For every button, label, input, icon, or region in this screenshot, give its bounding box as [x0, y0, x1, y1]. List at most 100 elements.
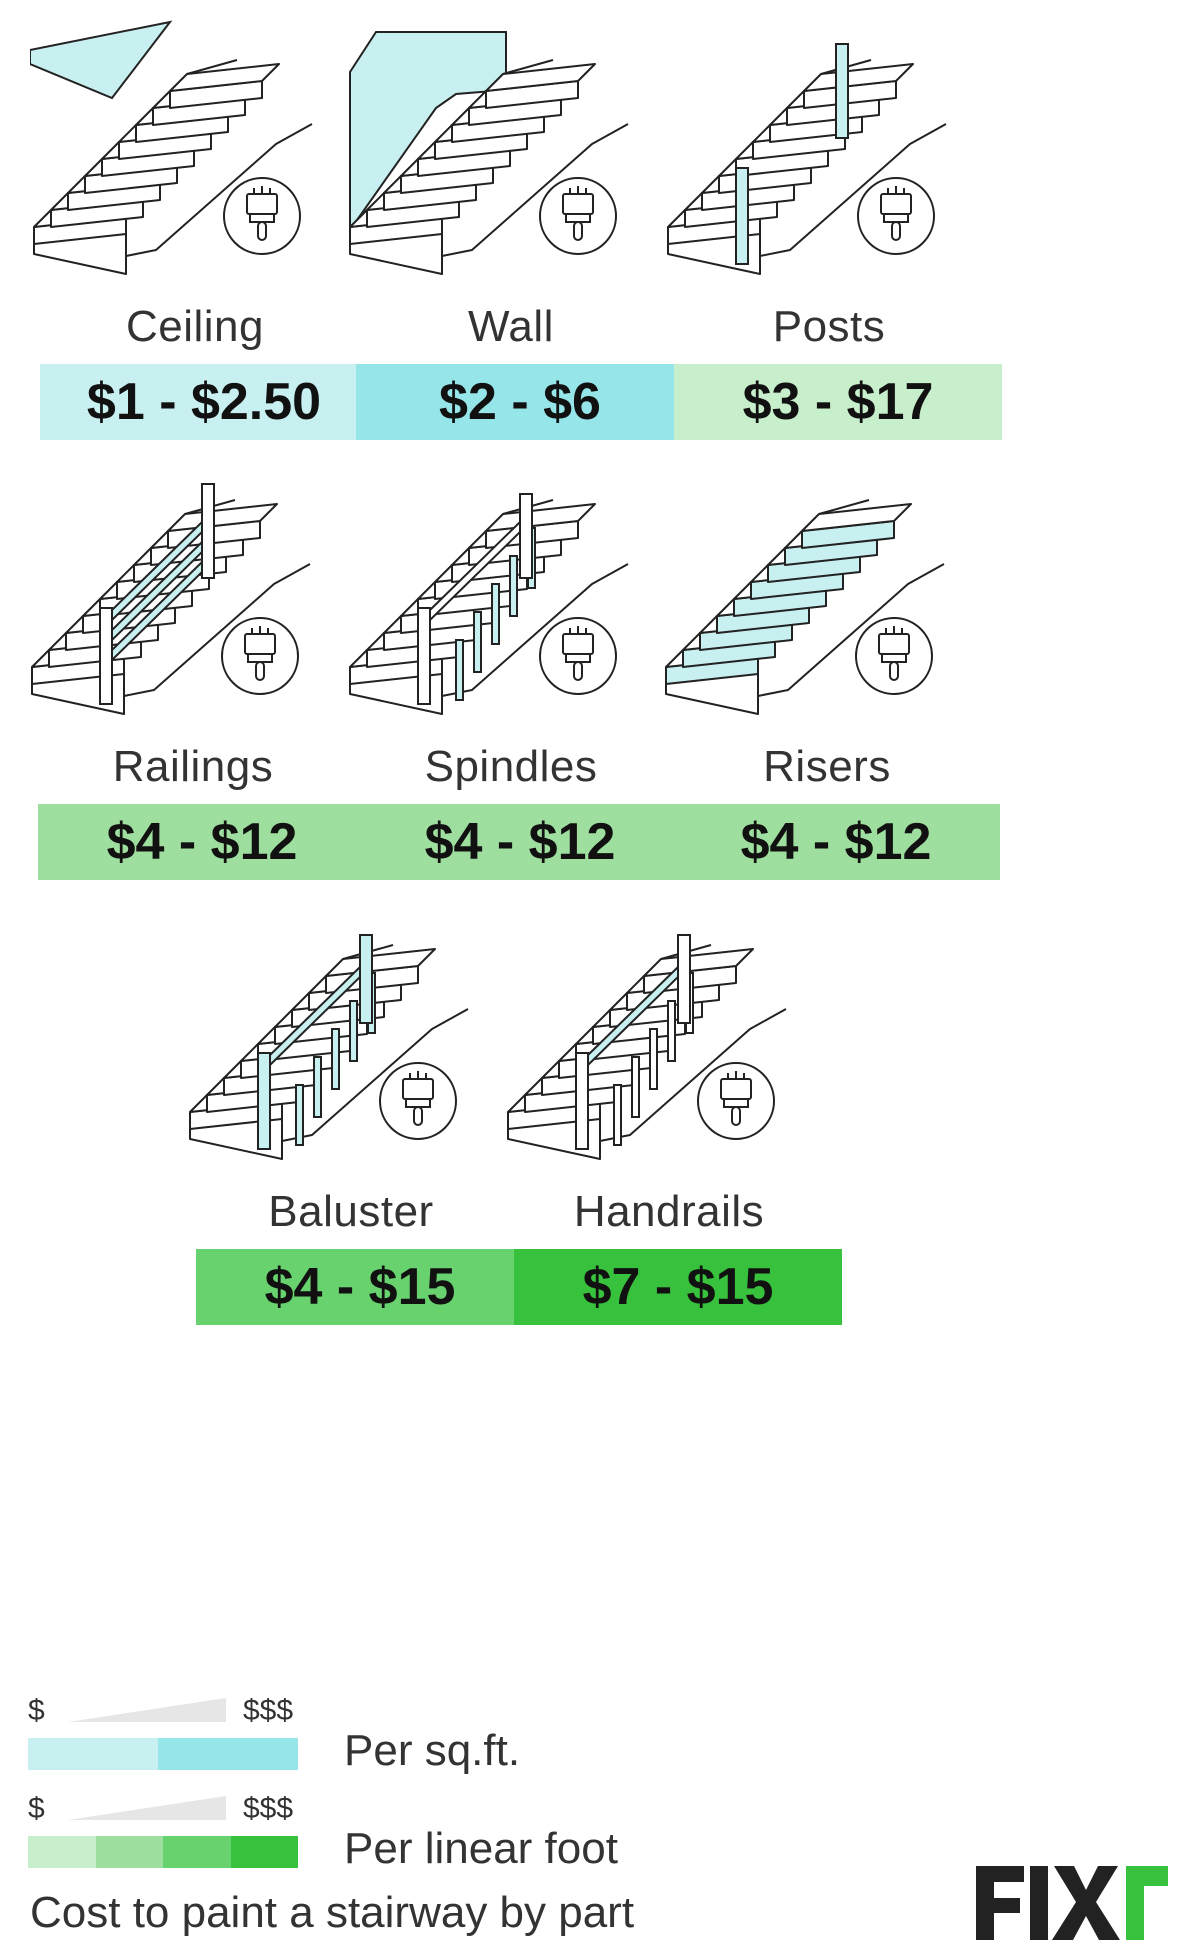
legend-scale-wedge	[68, 1698, 226, 1722]
legend-high-label: $$$	[243, 1792, 294, 1825]
spindle	[667, 1000, 676, 1062]
legend-linear-caption: Per linear foot	[344, 1824, 618, 1873]
spindle	[509, 555, 518, 617]
item-price: $4 - $12	[672, 804, 1000, 880]
staircase	[189, 944, 469, 1160]
legend-swatch	[28, 1836, 96, 1868]
staircase	[667, 59, 947, 275]
stair-base	[189, 1129, 283, 1160]
stair-stringer	[123, 563, 311, 697]
handrail	[111, 559, 203, 663]
stair-base	[665, 684, 759, 715]
spindle	[491, 583, 500, 645]
newel-post	[359, 934, 373, 1024]
paint-brush-icon	[697, 1062, 775, 1140]
newel-post	[99, 607, 113, 705]
paint-brush-icon	[221, 617, 299, 695]
stair-tread	[643, 948, 754, 977]
legend-high-label: $$$	[243, 1694, 294, 1727]
fixr-logo	[976, 1866, 1168, 1940]
paint-brush-icon	[855, 617, 933, 695]
newel-post	[417, 607, 431, 705]
handrail	[587, 964, 679, 1068]
stair-tread	[485, 63, 596, 92]
stair-stringer	[757, 563, 945, 697]
item-label: Spindles	[424, 742, 598, 791]
handrail	[111, 519, 203, 623]
landing-line	[818, 499, 870, 515]
stair-spindles-illustration	[349, 493, 629, 715]
stair-tread	[167, 503, 278, 532]
stair-tread	[485, 503, 596, 532]
newel-post	[575, 1052, 589, 1150]
stair-tread	[801, 503, 912, 532]
stair-stringer	[759, 123, 947, 257]
stair-base	[33, 244, 127, 275]
spindle	[349, 1000, 358, 1062]
legend-scale-wedge	[68, 1796, 226, 1820]
newel-post	[201, 483, 215, 579]
stair-stringer	[441, 123, 629, 257]
landing-line	[502, 59, 554, 75]
stair-base	[667, 244, 761, 275]
newel-post	[735, 167, 749, 265]
spindle	[331, 1028, 340, 1090]
stair-stringer	[599, 1008, 787, 1142]
handrail	[269, 964, 361, 1068]
item-price: $4 - $12	[38, 804, 366, 880]
spindle	[473, 611, 482, 673]
legend-sqft-caption: Per sq.ft.	[344, 1726, 521, 1775]
stair-tread	[325, 948, 436, 977]
item-label: Ceiling	[125, 302, 264, 351]
item-label: Posts	[772, 302, 886, 351]
legend-swatch	[163, 1836, 231, 1868]
item-price: $2 - $6	[356, 364, 684, 440]
legend-sqft-bar	[28, 1738, 298, 1770]
paint-brush-icon	[857, 177, 935, 255]
spindle	[313, 1056, 322, 1118]
item-price: $7 - $15	[514, 1249, 842, 1325]
stair-wall-illustration	[349, 31, 629, 275]
stair-posts-illustration	[667, 43, 947, 275]
paint-brush-icon	[539, 177, 617, 255]
stair-stringer	[125, 123, 313, 257]
legend-swatch	[28, 1738, 158, 1770]
item-price: $3 - $17	[674, 364, 1002, 440]
ceiling-highlight	[30, 20, 173, 100]
newel-post	[677, 934, 691, 1024]
item-price: $1 - $2.50	[40, 364, 368, 440]
handrail	[429, 519, 521, 623]
stair-tread	[169, 63, 280, 92]
stair-railings-illustration	[31, 483, 311, 715]
stair-base	[349, 244, 443, 275]
newel-post	[257, 1052, 271, 1150]
paint-brush-icon	[539, 617, 617, 695]
stair-stringer	[281, 1008, 469, 1142]
legend-swatch	[96, 1836, 163, 1868]
legend-swatch	[158, 1738, 298, 1770]
legend-linear-bar	[28, 1836, 298, 1868]
stair-risers-illustration	[665, 499, 945, 715]
landing-line	[186, 59, 238, 75]
page-title: Cost to paint a stairway by part	[30, 1888, 635, 1937]
item-price: $4 - $15	[196, 1249, 524, 1325]
handrail	[111, 539, 203, 643]
item-price: $4 - $12	[356, 804, 684, 880]
staircase	[31, 499, 311, 715]
staircase	[665, 499, 945, 715]
item-label: Handrails	[573, 1187, 765, 1236]
staircase	[33, 59, 313, 275]
item-label: Wall	[468, 302, 554, 351]
item-label: Baluster	[268, 1187, 434, 1236]
staircase	[349, 499, 629, 715]
stair-tread	[803, 63, 914, 92]
legend-swatch	[231, 1836, 298, 1868]
wall-highlight	[349, 31, 507, 234]
legend-low-label: $	[28, 1792, 45, 1825]
stair-base	[507, 1129, 601, 1160]
staircase	[349, 59, 629, 275]
legend-low-label: $	[28, 1694, 45, 1727]
item-label: Risers	[763, 742, 891, 791]
spindle	[649, 1028, 658, 1090]
paint-brush-icon	[379, 1062, 457, 1140]
